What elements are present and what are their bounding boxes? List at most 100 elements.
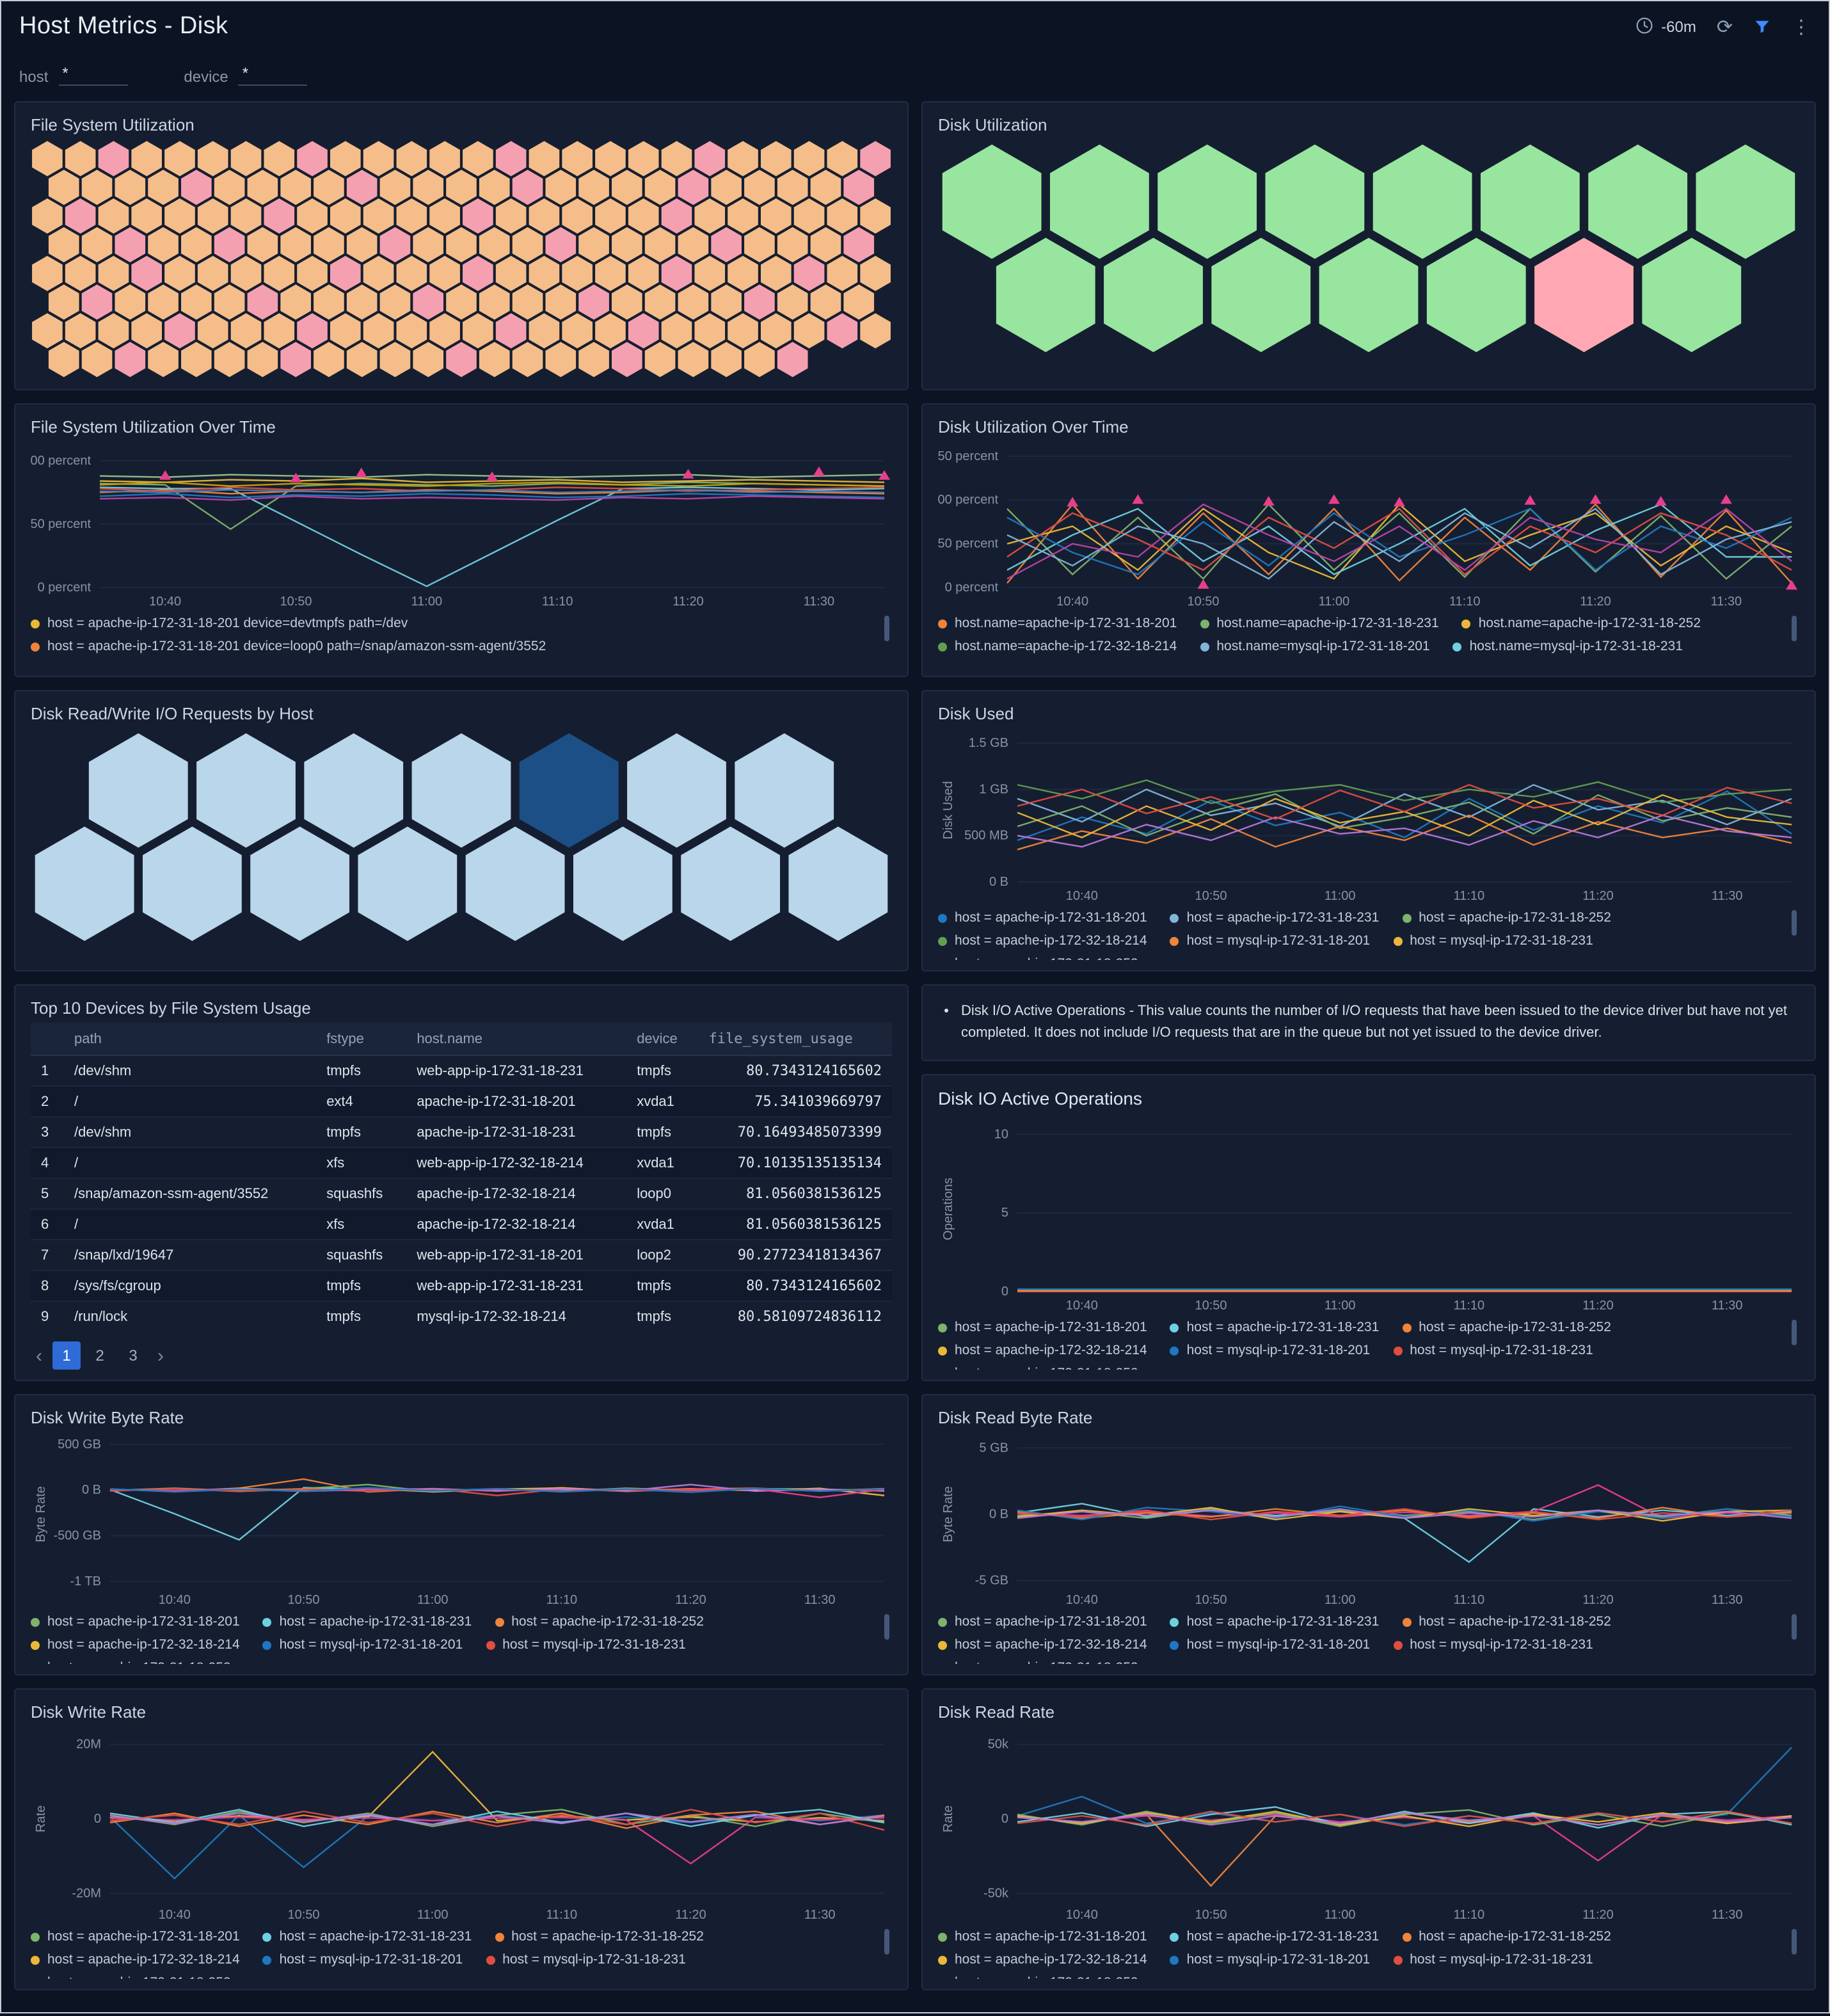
fs-utilization-over-time-chart[interactable]: 0 percent 50 percent 100 percent 10:40 10:50… [31, 442, 892, 611]
table-row[interactable]: 9/run/lock tmpfs mysql-ip-172-32-18-214 tmp… [31, 1301, 892, 1331]
time-range-button[interactable]: -60m [1635, 16, 1696, 38]
legend-item[interactable]: host = apache-ip-172-31-18-201 device=lo… [31, 637, 874, 655]
legend-item[interactable]: host = mysql-ip-172-31-18-201 [1170, 1636, 1370, 1654]
table-row[interactable]: 6/xfs apache-ip-172-32-18-214 xvda1 81.0560… [31, 1209, 892, 1240]
legend-item[interactable]: host = mysql-ip-172-31-18-252 [31, 1659, 231, 1664]
legend-item[interactable]: host = apache-ip-172-32-18-214 [938, 932, 1147, 950]
legend-item[interactable]: host = apache-ip-172-31-18-231 [262, 1613, 472, 1631]
file-system-utilization-honeycomb[interactable] [31, 140, 892, 379]
legend-item[interactable]: host = apache-ip-172-31-18-252 [1402, 1928, 1611, 1946]
table-row[interactable]: 3/dev/shm tmpfs apache-ip-172-31-18-231 tmp… [31, 1117, 892, 1148]
legend-item[interactable]: host = mysql-ip-172-31-18-252 [31, 1974, 231, 1979]
legend-scrollbar[interactable] [1792, 1614, 1797, 1640]
legend-item[interactable]: host = apache-ip-172-31-18-252 [1402, 909, 1611, 927]
legend-item[interactable]: host = mysql-ip-172-31-18-231 [486, 1951, 686, 1969]
legend-scrollbar[interactable] [1792, 910, 1797, 936]
column-header[interactable]: device [626, 1023, 699, 1056]
legend-item[interactable]: host = apache-ip-172-31-18-231 [1170, 1318, 1379, 1336]
table-row[interactable]: 7/snap/lxd/19647 squashfs web-app-ip-172-3… [31, 1240, 892, 1271]
legend-item[interactable]: host = mysql-ip-172-31-18-231 [1393, 1636, 1593, 1654]
legend-item[interactable]: host = apache-ip-172-31-18-201 [938, 1318, 1147, 1336]
pager-page-button[interactable]: 3 [129, 1347, 138, 1364]
legend-scrollbar[interactable] [884, 1929, 889, 1955]
legend-item[interactable]: host = apache-ip-172-31-18-201 device=de… [31, 614, 874, 632]
table-row[interactable]: 1/dev/shm tmpfs web-app-ip-172-31-18-231 tm… [31, 1055, 892, 1087]
legend-item[interactable]: host.name=mysql-ip-172-31-18-201 [1200, 637, 1430, 655]
legend-item[interactable]: host = apache-ip-172-31-18-201 [938, 1928, 1147, 1946]
legend-item[interactable]: host = mysql-ip-172-31-18-231 [486, 1636, 686, 1654]
legend-item[interactable]: host = apache-ip-172-32-18-214 [938, 1951, 1147, 1969]
legend-item[interactable]: host = mysql-ip-172-31-18-231 [1393, 1341, 1593, 1359]
hexagon-cell [1426, 237, 1526, 353]
legend-label: host = mysql-ip-172-31-18-231 [502, 1637, 686, 1652]
disk-io-active-operations-chart[interactable]: 0 5 10 10:40 10:50 11:00 11:10 11:20 11:30 Operat… [938, 1116, 1799, 1315]
legend-scrollbar[interactable] [884, 1614, 889, 1640]
legend-item[interactable]: host = mysql-ip-172-31-18-201 [262, 1951, 463, 1969]
legend-item[interactable]: host = mysql-ip-172-31-18-231 [1393, 932, 1593, 950]
table-row[interactable]: 5/snap/amazon-ssm-agent/3552 squashfs apac… [31, 1178, 892, 1210]
legend-item[interactable]: host = apache-ip-172-32-18-214 [31, 1636, 240, 1654]
pager-page-button[interactable]: 1 [52, 1341, 81, 1370]
legend-item[interactable]: host = apache-ip-172-31-18-201 [938, 909, 1147, 927]
column-header[interactable] [31, 1023, 64, 1056]
column-header[interactable]: fstype [316, 1023, 407, 1056]
filter-button[interactable] [1753, 18, 1771, 36]
legend-item[interactable]: host = apache-ip-172-31-18-231 [1170, 1613, 1379, 1631]
legend-scrollbar[interactable] [1792, 1320, 1797, 1345]
hexagon-cell [98, 255, 129, 291]
legend-item[interactable]: host = mysql-ip-172-31-18-252 [938, 1364, 1138, 1370]
legend-scrollbar[interactable] [1792, 616, 1797, 641]
legend-item[interactable]: host = apache-ip-172-31-18-252 [1402, 1318, 1611, 1336]
table-row[interactable]: 4/xfs web-app-ip-172-32-18-214 xvda1 70.101… [31, 1148, 892, 1179]
legend-item[interactable]: host = apache-ip-172-31-18-231 [1170, 909, 1379, 927]
legend-color-dot [495, 1617, 504, 1626]
pager-page-button[interactable]: 2 [95, 1347, 104, 1364]
legend-item[interactable]: host = apache-ip-172-31-18-252 [1402, 1613, 1611, 1631]
disk-read-rate-chart[interactable]: -50k 0 50k 10:40 10:50 11:00 11:10 11:20 11:30 Ra… [938, 1727, 1799, 1924]
legend-item[interactable]: host = mysql-ip-172-31-18-201 [262, 1636, 463, 1654]
legend-scrollbar[interactable] [884, 616, 889, 641]
legend-item[interactable]: host = mysql-ip-172-31-18-201 [1170, 1951, 1370, 1969]
host-filter-input[interactable]: * [58, 63, 128, 86]
io-requests-honeycomb[interactable] [31, 728, 892, 960]
legend-item[interactable]: host.name=apache-ip-172-32-18-214 [938, 637, 1177, 655]
legend-scrollbar[interactable] [1792, 1929, 1797, 1955]
legend-item[interactable]: host.name=mysql-ip-172-31-18-231 [1452, 637, 1683, 655]
column-header[interactable]: host.name [406, 1023, 627, 1056]
legend-item[interactable]: host = apache-ip-172-31-18-201 [31, 1613, 240, 1631]
legend-item[interactable]: host = mysql-ip-172-31-18-252 [938, 1974, 1138, 1979]
legend-item[interactable]: host = mysql-ip-172-31-18-252 [938, 955, 1138, 960]
legend-item[interactable]: host = apache-ip-172-32-18-214 [31, 1951, 240, 1969]
legend-item[interactable]: host = apache-ip-172-32-18-214 [938, 1341, 1147, 1359]
legend-item[interactable]: host = apache-ip-172-31-18-201 [31, 1928, 240, 1946]
device-filter-input[interactable]: * [238, 63, 308, 86]
hexagon-cell [280, 284, 311, 320]
table-row[interactable]: 8/sys/fs/cgroup tmpfs web-app-ip-172-31-18… [31, 1270, 892, 1302]
refresh-button[interactable]: ⟳ [1717, 17, 1733, 36]
legend-item[interactable]: host.name=apache-ip-172-31-18-252 [1461, 614, 1701, 632]
legend-item[interactable]: host = mysql-ip-172-31-18-231 [1393, 1951, 1593, 1969]
disk-utilization-honeycomb[interactable] [938, 140, 1799, 379]
table-row[interactable]: 2/ext4 apache-ip-172-31-18-201 xvda1 75.341… [31, 1086, 892, 1117]
legend-item[interactable]: host = apache-ip-172-31-18-201 [938, 1613, 1147, 1631]
disk-read-byte-rate-chart[interactable]: -5 GB 0 B 5 GB 10:40 10:50 11:00 11:10 11:20 11:… [938, 1432, 1799, 1609]
legend-item[interactable]: host = mysql-ip-172-31-18-201 [1170, 1341, 1370, 1359]
legend-item[interactable]: host.name=apache-ip-172-31-18-231 [1200, 614, 1439, 632]
disk-utilization-over-time-chart[interactable]: 0 percent 50 percent 100 percent 150 percen… [938, 442, 1799, 611]
legend-item[interactable]: host = apache-ip-172-32-18-214 [938, 1636, 1147, 1654]
disk-write-byte-rate-chart[interactable]: -1 TB -500 GB 0 B 500 GB 10:40 10:50 11:00 11:1… [31, 1432, 892, 1609]
legend-item[interactable]: host = apache-ip-172-31-18-252 [495, 1613, 704, 1631]
kebab-menu-button[interactable]: ⋮ [1792, 17, 1811, 36]
column-header[interactable]: file_system_usage [698, 1023, 892, 1056]
legend-item[interactable]: host = mysql-ip-172-31-18-252 [938, 1659, 1138, 1664]
legend-item[interactable]: host = apache-ip-172-31-18-231 [262, 1928, 472, 1946]
pager-prev-button[interactable]: ‹ [36, 1345, 42, 1366]
pager-next-button[interactable]: › [157, 1345, 164, 1366]
disk-used-chart[interactable]: 0 B 500 MB 1 GB 1.5 GB 10:40 10:50 11:00 11:10 1… [938, 728, 1799, 905]
legend-item[interactable]: host.name=apache-ip-172-31-18-201 [938, 614, 1177, 632]
legend-item[interactable]: host = mysql-ip-172-31-18-201 [1170, 932, 1370, 950]
legend-item[interactable]: host = apache-ip-172-31-18-231 [1170, 1928, 1379, 1946]
legend-item[interactable]: host = apache-ip-172-31-18-252 [495, 1928, 704, 1946]
disk-write-rate-chart[interactable]: -20M 0 20M 10:40 10:50 11:00 11:10 11:20 11:30 Ra… [31, 1727, 892, 1924]
column-header[interactable]: path [64, 1023, 317, 1056]
